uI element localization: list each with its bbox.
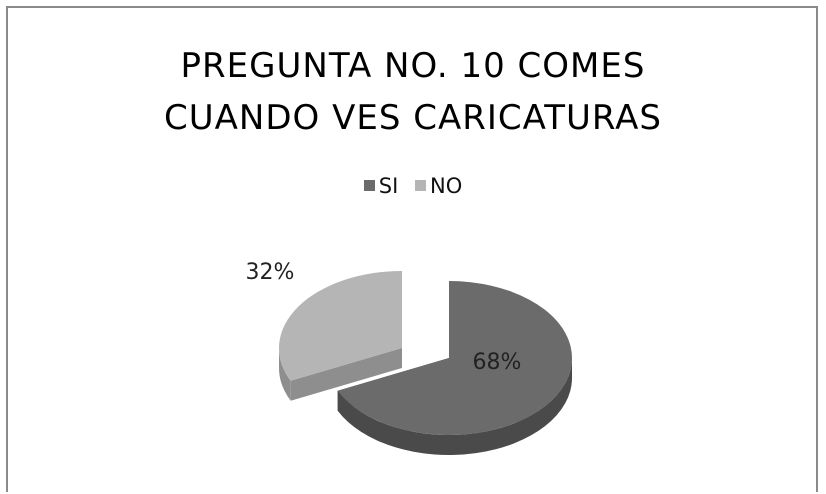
chart-legend: SI NO xyxy=(0,172,826,198)
pie-slice-no xyxy=(279,271,402,381)
chart-title: PREGUNTA NO. 10 COMES CUANDO VES CARICAT… xyxy=(0,40,826,144)
legend-item-no: NO xyxy=(414,173,463,198)
pie-wall-no xyxy=(279,348,291,401)
data-label-no: 32% xyxy=(246,260,295,285)
legend-item-si: SI xyxy=(363,173,399,198)
pie-slice-si xyxy=(337,281,572,435)
legend-swatch-si xyxy=(363,180,375,191)
pie-cut-no-0 xyxy=(290,348,402,401)
data-label-si: 68% xyxy=(473,350,522,375)
legend-swatch-no xyxy=(414,180,426,191)
pie-wall-si xyxy=(337,358,572,455)
legend-label-si: SI xyxy=(378,173,399,198)
chart-title-line-2: CUANDO VES CARICATURAS xyxy=(164,98,662,138)
chart-title-line-1: PREGUNTA NO. 10 COMES xyxy=(180,46,646,86)
legend-label-no: NO xyxy=(429,173,463,198)
